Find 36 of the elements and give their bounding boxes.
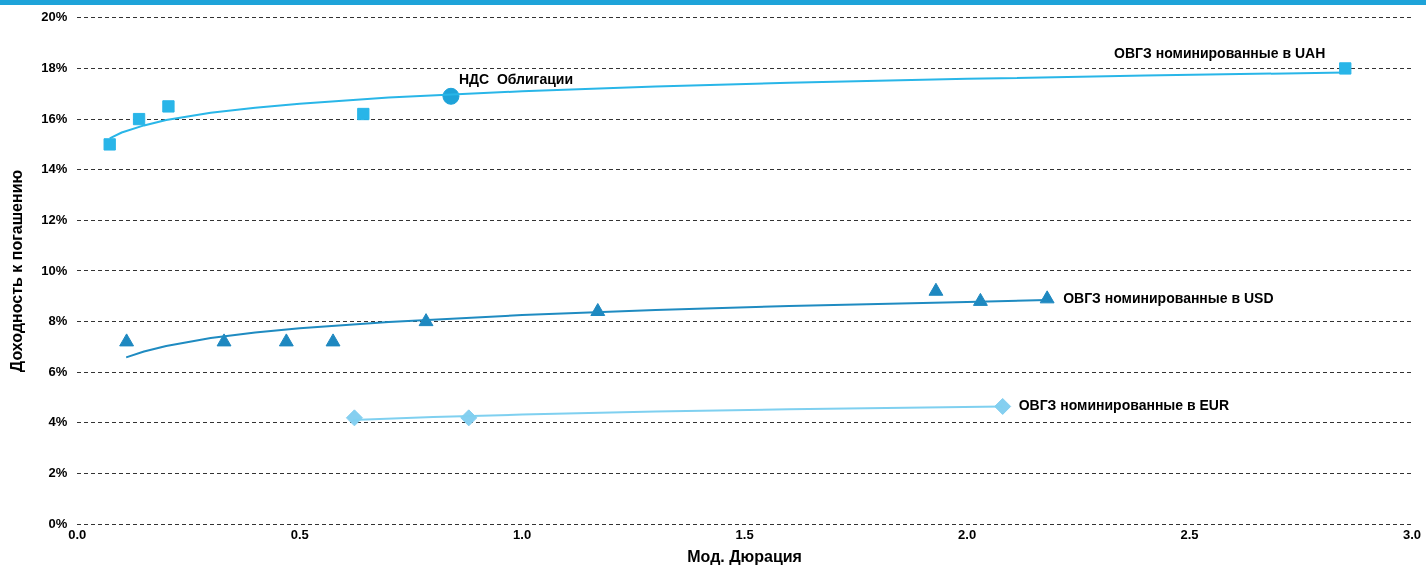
x-tick-label: 0.0: [68, 526, 87, 542]
y-tick-label: 2%: [48, 465, 68, 481]
point: [928, 282, 944, 296]
y-tick-label: 20%: [41, 9, 68, 25]
point: [162, 100, 175, 113]
series-label: ОВГЗ номинированные в UAH: [1114, 45, 1326, 62]
x-tick-label: 0.5: [290, 526, 309, 542]
x-tick-label: 2.0: [958, 526, 977, 542]
series-label: ОВГЗ номинированные в USD: [1063, 289, 1274, 306]
series-label: НДС Облигации: [458, 71, 574, 88]
point: [103, 138, 116, 151]
point: [1039, 290, 1055, 304]
y-tick-label: 0%: [48, 515, 68, 531]
point: [994, 397, 1012, 415]
point: [119, 333, 135, 347]
y-tick-label: 12%: [41, 211, 68, 227]
y-tick-label: 10%: [41, 262, 68, 278]
x-tick-label: 2.5: [1180, 526, 1199, 542]
y-tick-label: 18%: [41, 60, 68, 76]
point: [216, 333, 232, 347]
point: [1339, 62, 1352, 75]
x-tick-label: 3.0: [1402, 526, 1422, 542]
point: [278, 333, 294, 347]
point: [325, 333, 341, 347]
x-tick-label: 1.5: [735, 526, 754, 542]
series-label: ОВГЗ номинированные в EUR: [1018, 397, 1230, 414]
y-tick-label: 14%: [41, 161, 68, 177]
point: [357, 107, 370, 121]
y-axis-title: Доходность к погашению: [8, 169, 26, 373]
y-tick-label: 8%: [48, 313, 68, 329]
x-axis-title: Мод. Дюрация: [687, 547, 802, 565]
x-tick-label: 1.0: [513, 526, 532, 542]
point: [132, 112, 146, 126]
y-tick-label: 16%: [41, 110, 68, 126]
y-tick-label: 6%: [48, 363, 68, 379]
y-tick-label: 4%: [48, 414, 68, 430]
